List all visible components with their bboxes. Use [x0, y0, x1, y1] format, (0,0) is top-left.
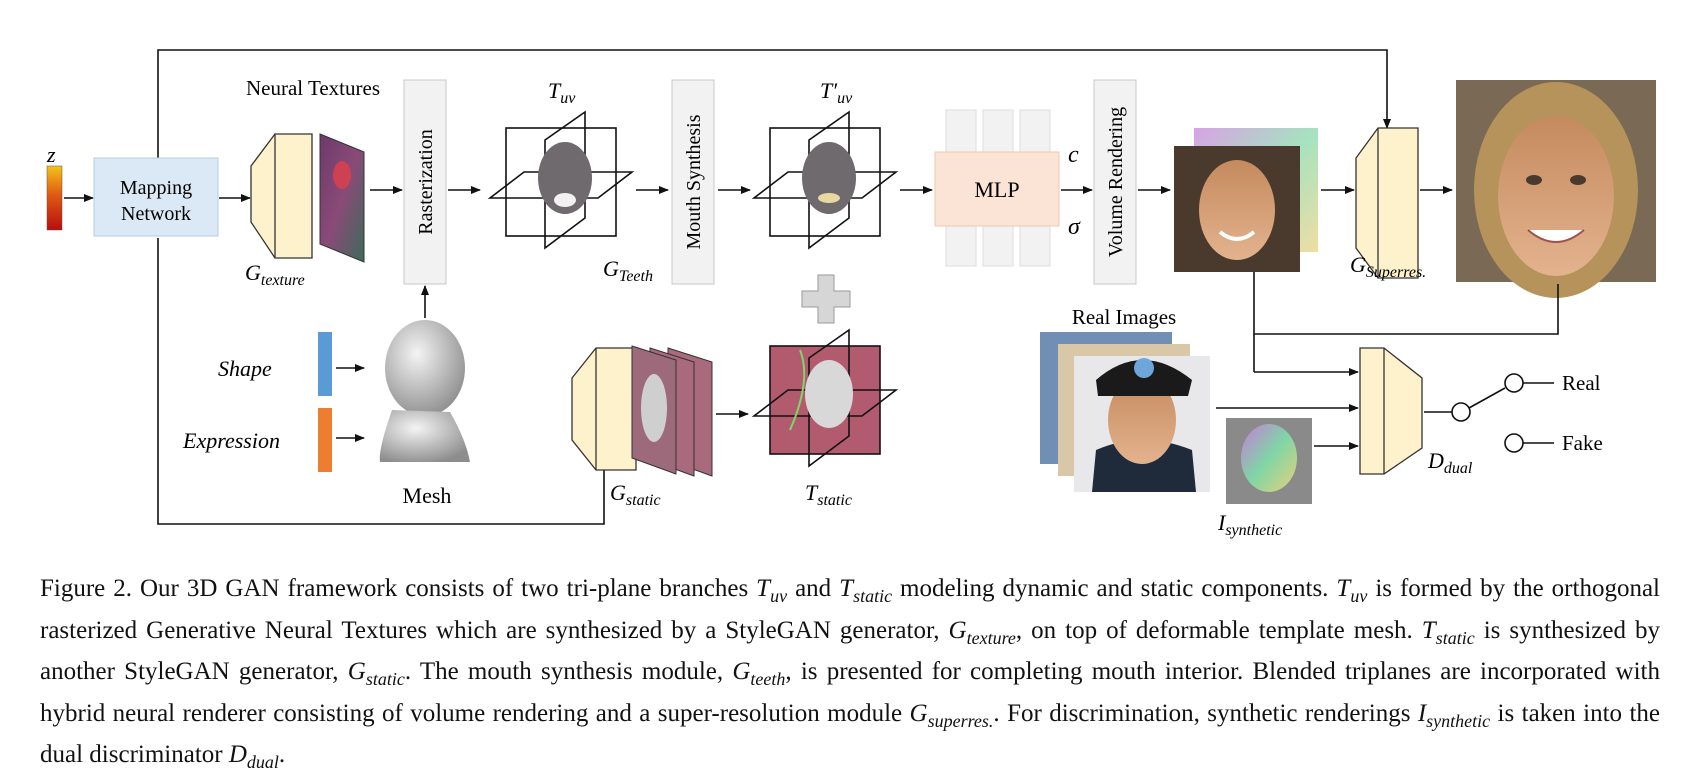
top-connector [157, 49, 1391, 158]
figure-caption: Figure 2. Our 3D GAN framework consists … [40, 575, 1660, 772]
rasterization-label: Rasterization [415, 129, 437, 235]
t-static-triplane [751, 328, 899, 468]
real-label: Real [1562, 371, 1601, 395]
expression-label: Expression [182, 428, 280, 453]
real-terminal [1504, 373, 1524, 393]
volume-rendering-box [1093, 79, 1137, 285]
d-dual-discriminator [1359, 347, 1423, 475]
z-label: z [46, 142, 56, 167]
neural-texture-image [319, 133, 365, 263]
mapping-network-box [93, 157, 219, 237]
shape-label: Shape [218, 356, 272, 381]
mlp-label: MLP [974, 177, 1019, 202]
i-synthetic-image [1226, 418, 1312, 504]
mlp-box [934, 151, 1060, 227]
t-static-label: Tstatic [805, 480, 852, 509]
plus-icon [801, 274, 851, 324]
t-uv-prime-label: T′uv [820, 78, 853, 107]
i-synthetic-label: Isynthetic [1217, 510, 1282, 539]
fake-label: Fake [1562, 431, 1603, 455]
volume-rendering-label: Volume Rendering [1105, 107, 1127, 257]
g-texture-label: Gtexture [245, 260, 305, 289]
real-images-stack [1040, 332, 1210, 492]
framework-diagram: z Mapping Network Neural Textures Gtextu… [46, 49, 1656, 539]
mapping-network-label-1: Mapping [120, 177, 192, 199]
latent-z-vector [46, 165, 63, 231]
shape-vector [318, 332, 332, 396]
g-superres-generator [1355, 127, 1419, 279]
expression-vector [318, 408, 332, 472]
mouth-synthesis-label: Mouth Synthesis [683, 114, 705, 249]
rasterization-box [403, 79, 447, 285]
fake-terminal [1504, 433, 1524, 453]
d-dual-label: Ddual [1427, 448, 1473, 477]
g-teeth-label: GTeeth [603, 256, 653, 285]
mapping-network-label-2: Network [121, 203, 191, 225]
g-static-label: Gstatic [610, 480, 661, 509]
g-texture-generator [250, 133, 313, 259]
switch-arm [1468, 387, 1506, 409]
t-uv-prime-triplane [751, 110, 899, 250]
high-res-output-image [1456, 80, 1656, 298]
c-label: c [1068, 142, 1079, 168]
static-feature-planes [631, 345, 713, 477]
connector-render-disc [1253, 272, 1559, 335]
real-images-label: Real Images [1072, 305, 1176, 329]
t-uv-label: Tuv [548, 78, 576, 107]
neural-textures-label: Neural Textures [246, 76, 380, 100]
mesh-head-image [379, 320, 470, 462]
switch-pivot [1451, 402, 1471, 422]
low-res-rendering-image [1174, 128, 1318, 272]
g-superres-label: GSuperres. [1350, 252, 1426, 281]
bottom-connector [157, 238, 608, 525]
t-uv-triplane [487, 110, 635, 250]
g-static-generator [571, 347, 637, 471]
sigma-label: σ [1068, 214, 1081, 240]
mouth-synthesis-box [671, 79, 715, 285]
mesh-label: Mesh [403, 483, 452, 508]
